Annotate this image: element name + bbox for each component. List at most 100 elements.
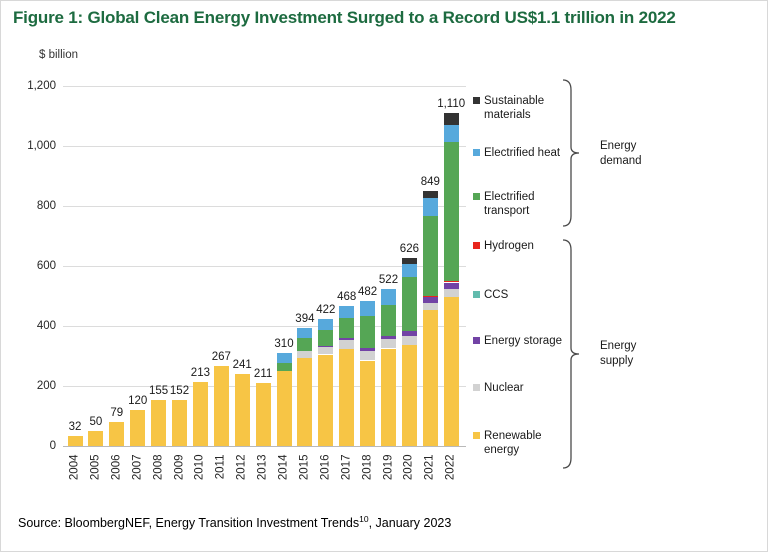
- year-label-2010: 2010: [193, 454, 206, 481]
- bar-2012-renewable-energy: [234, 373, 250, 446]
- bar-2022-electrified-heat: [443, 124, 459, 142]
- bar-2017-electrified-heat: [339, 305, 355, 318]
- bar-2014-electrified-transport: [276, 362, 292, 371]
- bar-2014-renewable-energy: [276, 371, 292, 446]
- bar-2021-electrified-transport: [422, 215, 438, 296]
- bar-2020-sustainable-materials: [401, 258, 417, 265]
- bar-2021-nuclear: [422, 302, 438, 311]
- gridline-800: [63, 205, 466, 207]
- total-label-2012: 241: [232, 358, 252, 371]
- bar-2019-nuclear: [381, 339, 396, 349]
- year-label-2008: 2008: [152, 454, 165, 481]
- year-label-2018: 2018: [361, 454, 374, 481]
- energy-storage-swatch: [473, 337, 480, 344]
- year-label-2020: 2020: [402, 454, 415, 481]
- total-label-2015: 394: [295, 312, 315, 325]
- bar-2021-electrified-heat: [422, 197, 438, 216]
- legend-item-hydrogen: Hydrogen: [473, 239, 534, 253]
- energy-demand-brace: [562, 79, 580, 227]
- legend-item-ccs: CCS: [473, 288, 508, 302]
- y-tick-1000: 1,000: [27, 139, 56, 152]
- y-tick-0: 0: [49, 439, 56, 452]
- bar-2013-renewable-energy: [255, 382, 271, 446]
- bar-2021-energy-storage: [422, 296, 438, 303]
- year-label-2009: 2009: [173, 454, 185, 481]
- legend-item-energy-storage: Energy storage: [473, 334, 562, 348]
- y-tick-800: 800: [36, 199, 56, 212]
- bar-2022-hydrogen: [443, 280, 459, 282]
- bar-2011-renewable-energy: [213, 365, 229, 446]
- year-label-2021: 2021: [423, 454, 436, 481]
- bar-2019-electrified-heat: [381, 289, 396, 305]
- bar-2015-electrified-heat: [297, 327, 313, 338]
- bar-2009-renewable-energy: [172, 400, 187, 446]
- bar-2022-nuclear: [443, 288, 459, 297]
- total-label-2021: 849: [420, 176, 440, 189]
- year-label-2017: 2017: [340, 454, 353, 481]
- bar-2021-sustainable-materials: [422, 191, 438, 198]
- bar-2016-renewable-energy: [318, 354, 334, 446]
- bar-2022-renewable-energy: [443, 296, 459, 446]
- energy-demand-label: Energy demand: [600, 140, 642, 167]
- total-label-2014: 310: [274, 338, 294, 350]
- bar-2020-nuclear: [401, 336, 417, 345]
- bar-2016-energy-storage: [318, 346, 334, 348]
- bar-2019-renewable-energy: [381, 348, 396, 446]
- total-label-2022: 1,110: [437, 98, 466, 110]
- total-label-2006: 79: [110, 407, 124, 420]
- bar-2004-renewable-energy: [67, 436, 83, 446]
- bar-2018-renewable-energy: [360, 360, 376, 446]
- figure-title: Figure 1: Global Clean Energy Investment…: [13, 8, 676, 27]
- bar-2019-energy-storage: [381, 335, 396, 340]
- ccs-swatch: [473, 291, 480, 298]
- total-label-2018: 482: [358, 286, 378, 299]
- electrified-transport-swatch: [473, 193, 480, 200]
- legend-item-nuclear: Nuclear: [473, 381, 524, 395]
- legend-item-renewable-energy: Renewable energy: [473, 429, 542, 457]
- energy-supply-brace: [562, 239, 580, 469]
- x-axis-line: [63, 445, 466, 447]
- year-label-2012: 2012: [235, 454, 248, 481]
- total-label-2017: 468: [337, 290, 357, 303]
- bar-2015-nuclear: [297, 350, 313, 358]
- bar-2021-ccs: [422, 296, 438, 297]
- bar-2022-electrified-transport: [443, 141, 459, 281]
- bar-2018-energy-storage: [360, 347, 376, 351]
- bar-2016-electrified-heat: [318, 319, 334, 331]
- source-line: Source: BloombergNEF, Energy Transition …: [18, 514, 452, 531]
- year-label-2007: 2007: [131, 454, 144, 481]
- energy-supply-label: Energy supply: [600, 340, 637, 367]
- bar-2020-electrified-transport: [401, 277, 417, 332]
- hydrogen-swatch: [473, 242, 480, 249]
- year-label-2011: 2011: [214, 454, 227, 480]
- bar-2018-electrified-heat: [360, 301, 376, 317]
- bar-2014-electrified-heat: [276, 353, 292, 363]
- gridline-1000: [63, 145, 466, 147]
- legend-item-electrified-transport: Electrified transport: [473, 190, 535, 218]
- total-label-2007: 120: [128, 395, 148, 407]
- year-label-2013: 2013: [256, 454, 269, 481]
- year-label-2006: 2006: [110, 454, 123, 481]
- bar-2020-renewable-energy: [401, 344, 417, 446]
- nuclear-swatch: [473, 384, 480, 391]
- y-tick-200: 200: [36, 379, 56, 392]
- renewable-energy-swatch: [473, 432, 480, 439]
- bar-2005-renewable-energy: [88, 431, 104, 446]
- bar-2016-nuclear: [318, 347, 334, 355]
- bar-2010-renewable-energy: [192, 382, 208, 446]
- year-label-2005: 2005: [89, 454, 102, 481]
- y-tick-400: 400: [36, 319, 56, 332]
- bar-2015-renewable-energy: [297, 357, 313, 446]
- total-label-2019: 522: [378, 274, 399, 287]
- bar-2020-energy-storage: [401, 331, 417, 337]
- bar-2017-electrified-transport: [339, 317, 355, 338]
- gridline-400: [63, 325, 466, 327]
- year-label-2022: 2022: [444, 454, 457, 481]
- total-label-2016: 422: [316, 304, 336, 317]
- bar-2018-electrified-transport: [360, 316, 376, 348]
- y-tick-1200: 1,200: [27, 79, 56, 92]
- gridline-1200: [63, 85, 466, 87]
- source-footnote-marker: 10: [359, 514, 369, 524]
- total-label-2004: 32: [68, 421, 82, 434]
- total-label-2013: 211: [253, 367, 273, 380]
